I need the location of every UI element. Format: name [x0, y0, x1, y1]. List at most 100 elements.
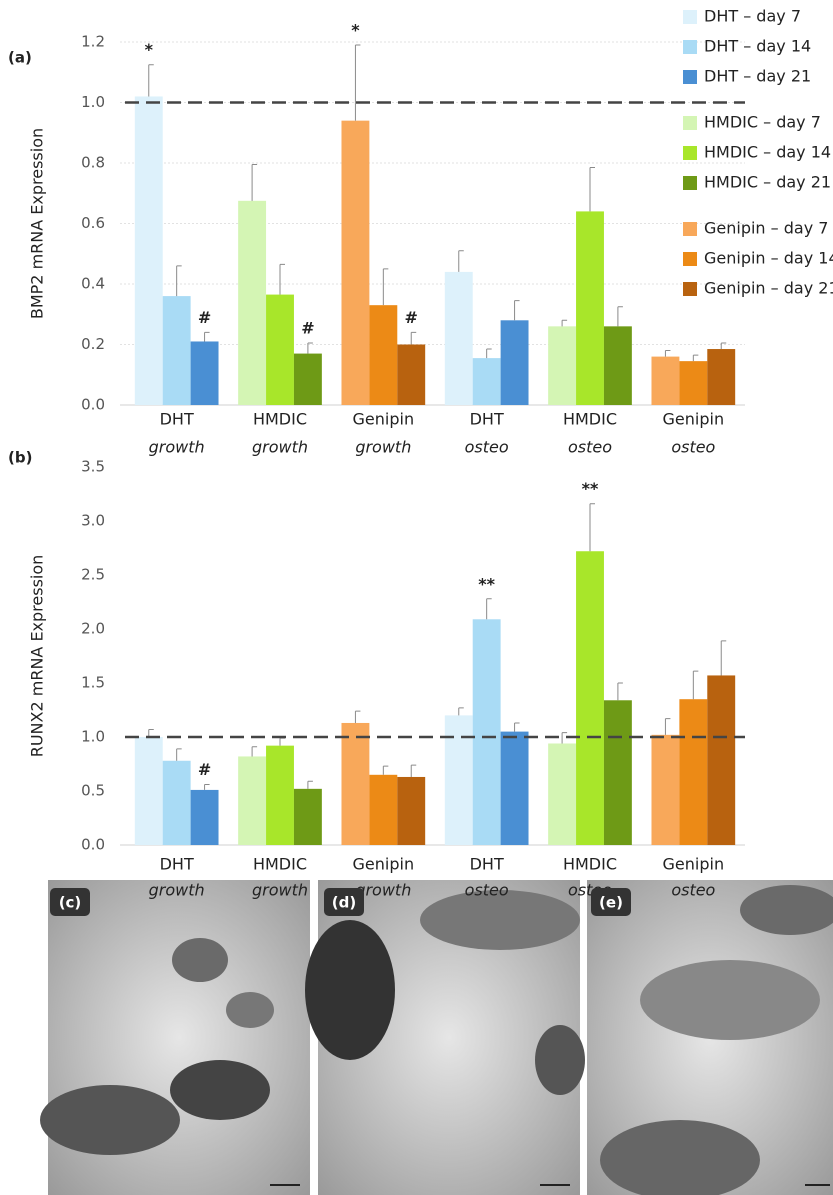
x-tick-label: DHT — [470, 855, 504, 874]
bar — [238, 756, 267, 845]
x-tick-label: DHT — [160, 855, 194, 874]
error-bar — [664, 718, 671, 735]
bar — [707, 349, 736, 405]
bar — [472, 358, 501, 405]
bar — [341, 120, 370, 406]
y-tick-label: 0.8 — [81, 154, 105, 172]
legend-swatch — [683, 282, 697, 296]
legend-swatch — [683, 10, 697, 24]
bar — [603, 700, 632, 845]
y-tick-label: 0.0 — [81, 836, 105, 854]
bar — [293, 788, 322, 845]
bar — [162, 296, 191, 405]
error-bar — [410, 331, 417, 345]
y-tick-label: 2.5 — [81, 566, 105, 584]
panel-label: (c) — [59, 894, 82, 912]
bar — [472, 619, 501, 845]
error-bar — [354, 710, 361, 723]
significance-mark: # — [405, 308, 418, 327]
x-tick-label: osteo — [671, 881, 715, 900]
x-tick-label: osteo — [568, 438, 612, 457]
y-axis-label: RUNX2 mRNA Expression — [28, 555, 47, 758]
x-tick-label: Genipin — [663, 410, 725, 429]
bar — [341, 722, 370, 845]
bar — [576, 211, 604, 405]
legend-label: HMDIC – day 21 — [704, 173, 831, 192]
x-tick-label: DHT — [470, 410, 504, 429]
x-tick-label: HMDIC — [253, 855, 307, 874]
bar — [134, 96, 163, 405]
error-bar — [617, 306, 623, 327]
bar — [444, 715, 473, 845]
bar — [266, 745, 294, 845]
legend-swatch — [683, 176, 697, 190]
error-bar — [589, 503, 595, 552]
panel-label: (a) — [8, 49, 32, 67]
error-bar — [514, 722, 520, 732]
bar — [238, 200, 267, 405]
bar — [162, 760, 191, 845]
legend-swatch — [683, 222, 697, 236]
error-bar — [486, 348, 492, 359]
x-tick-label: HMDIC — [563, 855, 617, 874]
bar — [369, 774, 398, 845]
x-tick-label: Genipin — [353, 410, 415, 429]
error-bar — [692, 670, 699, 700]
error-bar — [692, 354, 699, 362]
bar — [500, 320, 529, 405]
error-bar — [176, 748, 182, 761]
bar — [603, 326, 632, 405]
bar — [651, 356, 680, 405]
x-tick-label: DHT — [160, 410, 194, 429]
legend-label: Genipin – day 14 — [704, 249, 833, 268]
x-tick-label: HMDIC — [563, 410, 617, 429]
x-tick-label: HMDIC — [253, 410, 307, 429]
legend-label: DHT – day 21 — [704, 67, 811, 86]
bar — [679, 361, 708, 405]
legend-label: HMDIC – day 14 — [704, 143, 831, 162]
error-bar — [204, 331, 210, 342]
bar — [548, 743, 577, 845]
legend-swatch — [683, 40, 697, 54]
x-tick-label: growth — [252, 881, 308, 900]
error-bar — [720, 342, 727, 350]
panel-label-box — [50, 888, 90, 916]
error-bar — [617, 682, 623, 701]
y-tick-label: 3.5 — [81, 458, 105, 476]
error-bar — [382, 268, 389, 306]
x-tick-label: growth — [355, 881, 411, 900]
significance-mark: # — [198, 760, 211, 779]
error-bar — [410, 764, 417, 777]
bar — [266, 294, 294, 405]
legend-label: HMDIC – day 7 — [704, 113, 821, 132]
bar — [190, 789, 219, 845]
legend-swatch — [683, 252, 697, 266]
error-bar — [204, 784, 210, 790]
error-bar — [148, 728, 154, 737]
error-bar — [279, 263, 285, 295]
error-bar — [307, 342, 313, 354]
bar — [679, 699, 708, 845]
significance-mark: # — [198, 308, 211, 327]
panel-label: (b) — [8, 449, 32, 467]
error-bar — [307, 780, 313, 789]
y-tick-label: 1.0 — [81, 728, 105, 746]
x-tick-label: growth — [149, 881, 205, 900]
y-axis-label: BMP2 mRNA Expression — [28, 128, 47, 319]
error-bar — [561, 732, 568, 744]
y-tick-label: 1.5 — [81, 674, 105, 692]
x-tick-label: growth — [355, 438, 411, 457]
error-bar — [251, 746, 258, 757]
significance-mark: ** — [478, 574, 495, 593]
sem-image-d — [305, 880, 585, 1195]
bar — [576, 551, 604, 845]
error-bar — [514, 300, 520, 321]
error-bar — [458, 250, 464, 272]
significance-mark: ** — [582, 479, 599, 498]
y-tick-label: 0.5 — [81, 782, 105, 800]
x-tick-label: Genipin — [663, 855, 725, 874]
error-bar — [561, 319, 568, 327]
error-bar — [486, 598, 492, 620]
bar — [293, 353, 322, 405]
